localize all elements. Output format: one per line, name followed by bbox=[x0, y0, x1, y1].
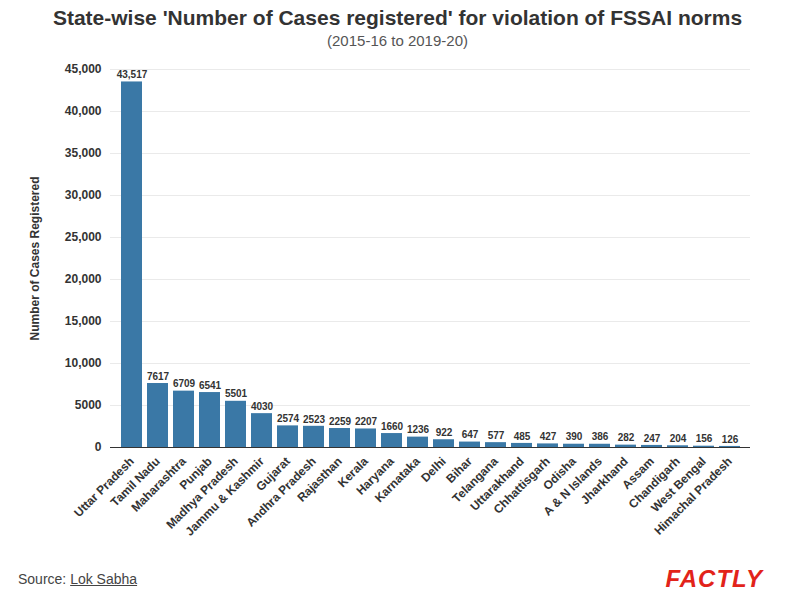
svg-text:427: 427 bbox=[540, 431, 557, 442]
svg-text:156: 156 bbox=[696, 433, 713, 444]
svg-text:Odisha: Odisha bbox=[540, 454, 579, 493]
svg-text:Delhi: Delhi bbox=[418, 454, 449, 485]
svg-text:2207: 2207 bbox=[355, 416, 378, 427]
svg-text:Haryana: Haryana bbox=[353, 454, 397, 498]
svg-text:20,000: 20,000 bbox=[65, 272, 102, 286]
svg-text:5501: 5501 bbox=[225, 388, 248, 399]
svg-text:25,000: 25,000 bbox=[65, 230, 102, 244]
svg-text:Assam: Assam bbox=[619, 454, 657, 492]
html-text:FACTLY: FACTLY bbox=[665, 565, 763, 592]
svg-text:Punjab: Punjab bbox=[176, 454, 215, 493]
svg-text:126: 126 bbox=[722, 434, 739, 445]
svg-text:Karnataka: Karnataka bbox=[372, 454, 423, 505]
svg-text:6541: 6541 bbox=[199, 380, 222, 391]
svg-text:43,517: 43,517 bbox=[117, 69, 148, 80]
svg-text:6709: 6709 bbox=[173, 378, 196, 389]
svg-text:647: 647 bbox=[462, 429, 479, 440]
svg-text:Tamil Nadu: Tamil Nadu bbox=[107, 454, 163, 510]
svg-text:Uttar Pradesh: Uttar Pradesh bbox=[71, 454, 137, 520]
svg-text:40,000: 40,000 bbox=[65, 104, 102, 118]
svg-text:Jharkhand: Jharkhand bbox=[578, 454, 631, 508]
html-text:State-wise 'Number of Cases re: State-wise 'Number of Cases registered' … bbox=[52, 6, 743, 29]
svg-text:4030: 4030 bbox=[251, 401, 274, 412]
svg-text:2523: 2523 bbox=[303, 414, 326, 425]
svg-text:15,000: 15,000 bbox=[65, 314, 102, 328]
svg-text:577: 577 bbox=[488, 430, 505, 441]
svg-text:1660: 1660 bbox=[381, 421, 404, 432]
svg-text:Number of Cases Registered: Number of Cases Registered bbox=[28, 176, 42, 340]
svg-text:Uttarakhand: Uttarakhand bbox=[467, 454, 527, 514]
svg-text:Madhya Pradesh: Madhya Pradesh bbox=[163, 454, 241, 532]
svg-text:5000: 5000 bbox=[75, 398, 102, 412]
svg-text:Andhra Pradesh: Andhra Pradesh bbox=[243, 454, 319, 530]
svg-text:386: 386 bbox=[592, 431, 609, 442]
svg-text:Telangana: Telangana bbox=[449, 454, 501, 506]
svg-text:West Bengal: West Bengal bbox=[648, 454, 709, 515]
svg-text:485: 485 bbox=[514, 431, 531, 442]
svg-text:Maharashtra: Maharashtra bbox=[128, 454, 189, 515]
svg-text:2574: 2574 bbox=[277, 413, 300, 424]
svg-text:247: 247 bbox=[644, 433, 661, 444]
svg-text:Kerala: Kerala bbox=[335, 454, 371, 491]
html-text:(2015-16 to 2019-20): (2015-16 to 2019-20) bbox=[327, 32, 468, 49]
svg-text:922: 922 bbox=[436, 427, 453, 438]
svg-text:Gujarat: Gujarat bbox=[253, 454, 293, 494]
svg-text:Himachal Pradesh: Himachal Pradesh bbox=[651, 454, 734, 537]
svg-text:0: 0 bbox=[95, 440, 102, 454]
svg-text:Chhattisgarh: Chhattisgarh bbox=[490, 454, 553, 517]
svg-text:282: 282 bbox=[618, 432, 635, 443]
svg-text:A & N Islands: A & N Islands bbox=[540, 454, 605, 519]
svg-text:35,000: 35,000 bbox=[65, 146, 102, 160]
svg-text:30,000: 30,000 bbox=[65, 188, 102, 202]
svg-text:Chandigarh: Chandigarh bbox=[625, 454, 683, 512]
svg-text:1236: 1236 bbox=[407, 424, 430, 435]
svg-text:Bihar: Bihar bbox=[443, 454, 475, 486]
svg-text:10,000: 10,000 bbox=[65, 356, 102, 370]
svg-text:204: 204 bbox=[670, 433, 687, 444]
svg-text:390: 390 bbox=[566, 431, 583, 442]
svg-text:Rajasthan: Rajasthan bbox=[294, 454, 345, 505]
html-text:Source: Lok Sabha: Source: Lok Sabha bbox=[18, 571, 138, 587]
svg-text:2259: 2259 bbox=[329, 416, 352, 427]
svg-text:7617: 7617 bbox=[147, 371, 170, 382]
svg-text:Jammu & Kashmir: Jammu & Kashmir bbox=[182, 454, 267, 539]
svg-text:45,000: 45,000 bbox=[65, 62, 102, 76]
